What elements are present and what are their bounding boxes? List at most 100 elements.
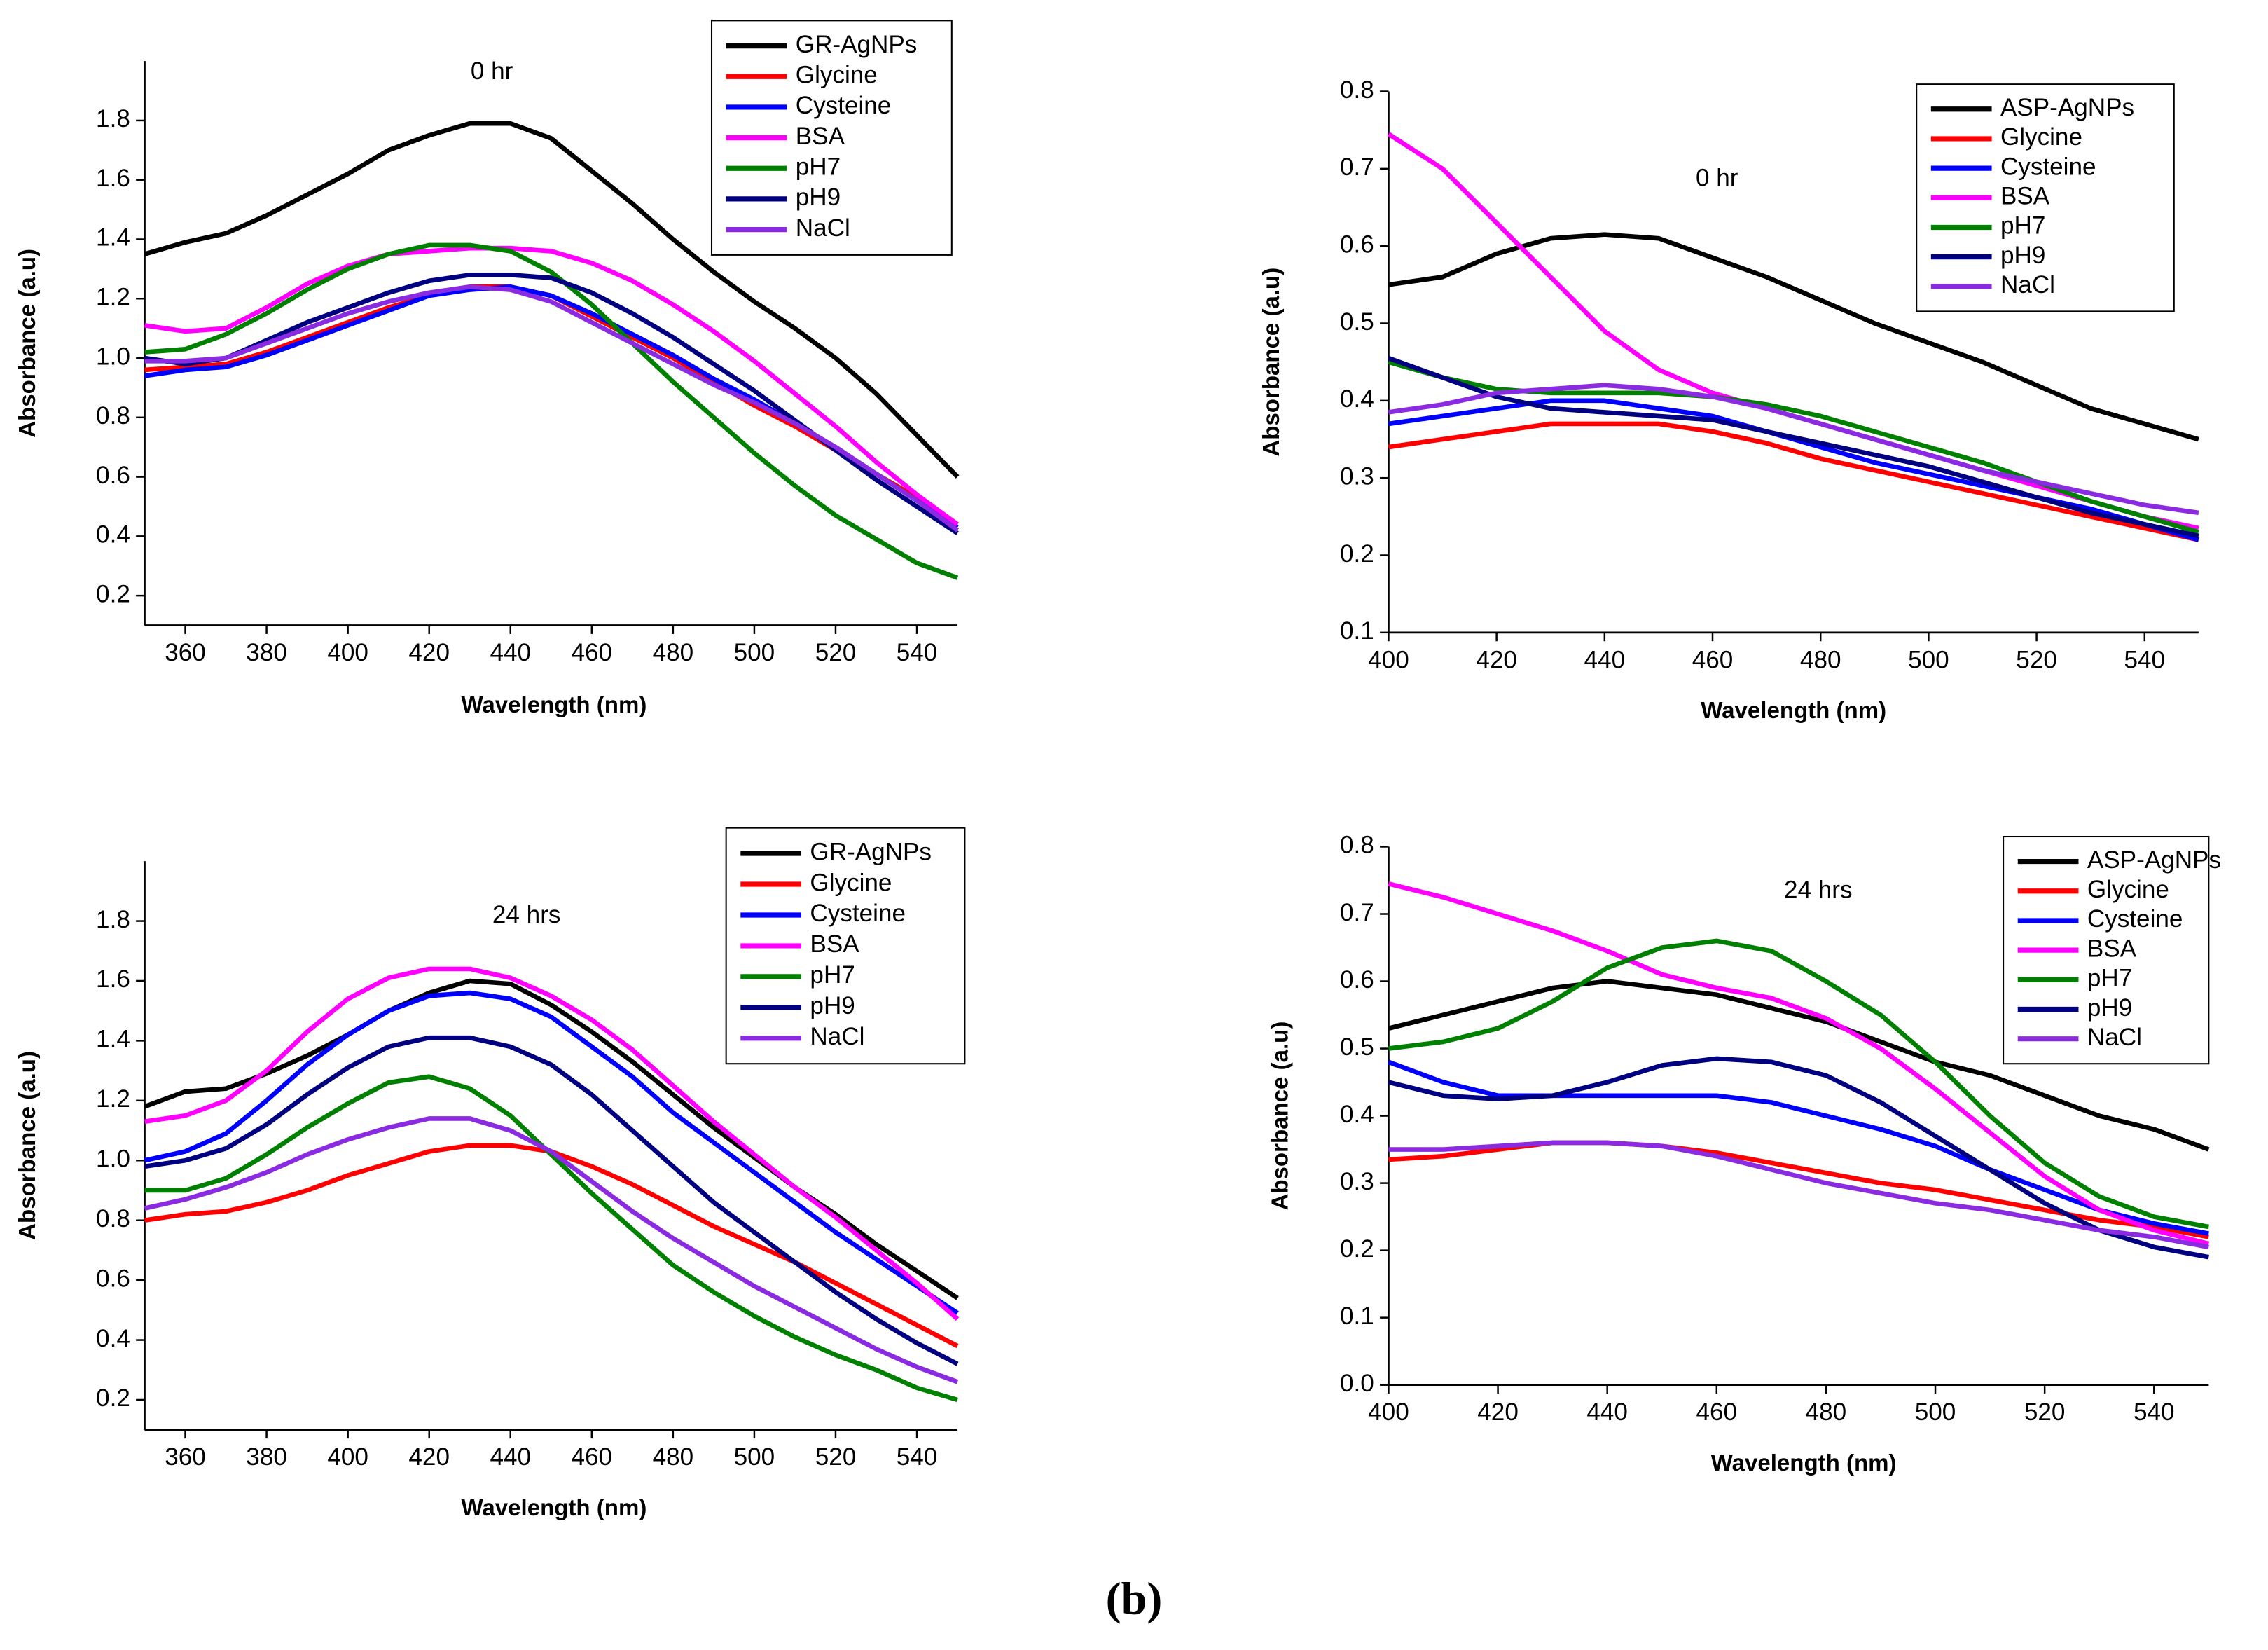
- x-tick-label: 440: [490, 1443, 531, 1471]
- legend-label: NaCl: [2000, 271, 2055, 298]
- chart: 0.0 0.1 0.2 0.3 0.4 0.5 0.6 0.7 0.8 400 420 440 460 4…: [1267, 832, 2221, 1476]
- x-tick-label: 420: [408, 1443, 450, 1471]
- series-line: [144, 284, 959, 530]
- y-tick-label: 0.5: [1340, 1033, 1374, 1061]
- x-tick-label: 460: [572, 1443, 613, 1471]
- legend-label: pH7: [2000, 212, 2045, 240]
- series-line: [144, 990, 959, 1315]
- legend-label: Glycine: [796, 62, 878, 89]
- legend-label: Glycine: [2087, 876, 2169, 903]
- y-tick-label: 0.6: [1340, 966, 1374, 994]
- legend-label: GR-AgNPs: [796, 31, 918, 58]
- series-line: [1388, 421, 2199, 542]
- y-tick-label: 0.4: [96, 1325, 130, 1352]
- legend-label: Glycine: [2000, 123, 2082, 151]
- y-axis-label: Absorbance (a.u): [1267, 1022, 1293, 1211]
- series-line: [144, 284, 959, 527]
- x-tick-label: 540: [2124, 646, 2166, 673]
- legend-label: ASP-AgNPs: [2087, 846, 2221, 874]
- series-line: [144, 121, 960, 479]
- x-tick-label: 480: [1800, 646, 1841, 673]
- chart: 0.1 0.2 0.3 0.4 0.5 0.6 0.7 0.8 400 420 440 460 480 5…: [1259, 76, 2199, 724]
- x-axis-label: Wavelength (nm): [461, 692, 646, 718]
- series-line: [1388, 938, 2209, 1230]
- legend-label: GR-AgNPs: [810, 838, 932, 865]
- legend-label: BSA: [796, 123, 845, 150]
- y-tick-label: 0.2: [1340, 540, 1374, 568]
- chart-title: 24 hrs: [492, 901, 561, 928]
- x-axis-label: Wavelength (nm): [1711, 1450, 1897, 1476]
- legend-label: BSA: [2087, 935, 2137, 962]
- legend-label: Cysteine: [796, 92, 892, 119]
- legend-label: Cysteine: [2087, 905, 2183, 933]
- x-tick-label: 540: [897, 1443, 938, 1471]
- x-tick-label: 500: [734, 639, 775, 666]
- x-tick-label: 500: [734, 1443, 775, 1471]
- y-tick-label: 0.8: [1340, 832, 1374, 859]
- y-tick-label: 1.2: [96, 1085, 130, 1113]
- legend-label: Cysteine: [2000, 153, 2096, 180]
- chart: 0.2 0.4 0.6 0.8 1.0 1.2 1.4 1.6 1.8 360 380 400 420 4…: [15, 827, 966, 1521]
- y-tick-label: 1.8: [96, 105, 130, 132]
- legend-label: pH7: [2087, 965, 2132, 992]
- series-line: [1388, 383, 2199, 516]
- x-tick-label: 520: [2016, 646, 2057, 673]
- y-tick-label: 1.0: [96, 343, 130, 370]
- y-tick-label: 0.8: [96, 1205, 130, 1232]
- y-axis-label: Absorbance (a.u): [15, 1051, 41, 1240]
- y-tick-label: 0.5: [1340, 308, 1374, 336]
- legend-label: pH9: [2000, 242, 2045, 269]
- series-line: [144, 284, 960, 532]
- x-tick-label: 380: [246, 639, 287, 666]
- y-tick-label: 0.4: [1340, 385, 1374, 413]
- y-tick-label: 1.4: [96, 1026, 130, 1053]
- y-tick-label: 0.6: [1340, 231, 1374, 258]
- x-tick-label: 420: [1477, 1398, 1519, 1426]
- legend-label: pH9: [796, 184, 841, 211]
- x-tick-label: 480: [653, 1443, 694, 1471]
- series-line: [1388, 398, 2199, 542]
- series-line: [1388, 232, 2199, 442]
- y-tick-label: 0.2: [96, 1384, 130, 1412]
- y-tick-label: 0.0: [1340, 1370, 1374, 1397]
- x-tick-label: 360: [165, 639, 206, 666]
- x-tick-label: 520: [815, 639, 857, 666]
- series-line: [144, 1035, 959, 1366]
- chart-title: 0 hr: [471, 57, 513, 85]
- series-line: [1388, 1056, 2209, 1260]
- y-tick-label: 0.4: [96, 521, 130, 549]
- x-tick-label: 540: [897, 639, 938, 666]
- legend-label: pH9: [810, 992, 855, 1019]
- x-axis-label: Wavelength (nm): [1701, 698, 1886, 724]
- x-tick-label: 460: [1692, 646, 1734, 673]
- y-tick-label: 0.3: [1340, 1168, 1374, 1195]
- x-tick-label: 520: [2024, 1398, 2066, 1426]
- series-line: [144, 1116, 959, 1384]
- x-tick-label: 520: [815, 1443, 857, 1471]
- series-line: [144, 1143, 959, 1349]
- legend-label: BSA: [2000, 183, 2050, 210]
- chart-title: 0 hr: [1696, 165, 1738, 192]
- x-tick-label: 480: [653, 639, 694, 666]
- y-tick-label: 1.6: [96, 165, 130, 192]
- y-tick-label: 0.8: [96, 402, 130, 429]
- legend-label: NaCl: [810, 1023, 864, 1050]
- legend-label: pH7: [810, 961, 855, 989]
- x-tick-label: 400: [327, 1443, 368, 1471]
- series-line: [1388, 979, 2210, 1152]
- x-tick-label: 440: [490, 639, 531, 666]
- chart-title: 24 hrs: [1784, 876, 1853, 904]
- y-tick-label: 0.1: [1340, 617, 1374, 645]
- x-tick-label: 420: [408, 639, 450, 666]
- y-tick-label: 0.1: [1340, 1302, 1374, 1330]
- x-tick-label: 480: [1806, 1398, 1847, 1426]
- x-tick-label: 420: [1476, 646, 1517, 673]
- y-tick-label: 0.6: [96, 1265, 130, 1292]
- series-line: [144, 242, 959, 580]
- legend-label: pH7: [796, 153, 841, 181]
- series-line: [1388, 356, 2199, 539]
- chart: 0.2 0.4 0.6 0.8 1.0 1.2 1.4 1.6 1.8 360 380 400 420 4…: [15, 20, 960, 718]
- x-tick-label: 440: [1586, 1398, 1628, 1426]
- y-tick-label: 0.8: [1340, 76, 1374, 104]
